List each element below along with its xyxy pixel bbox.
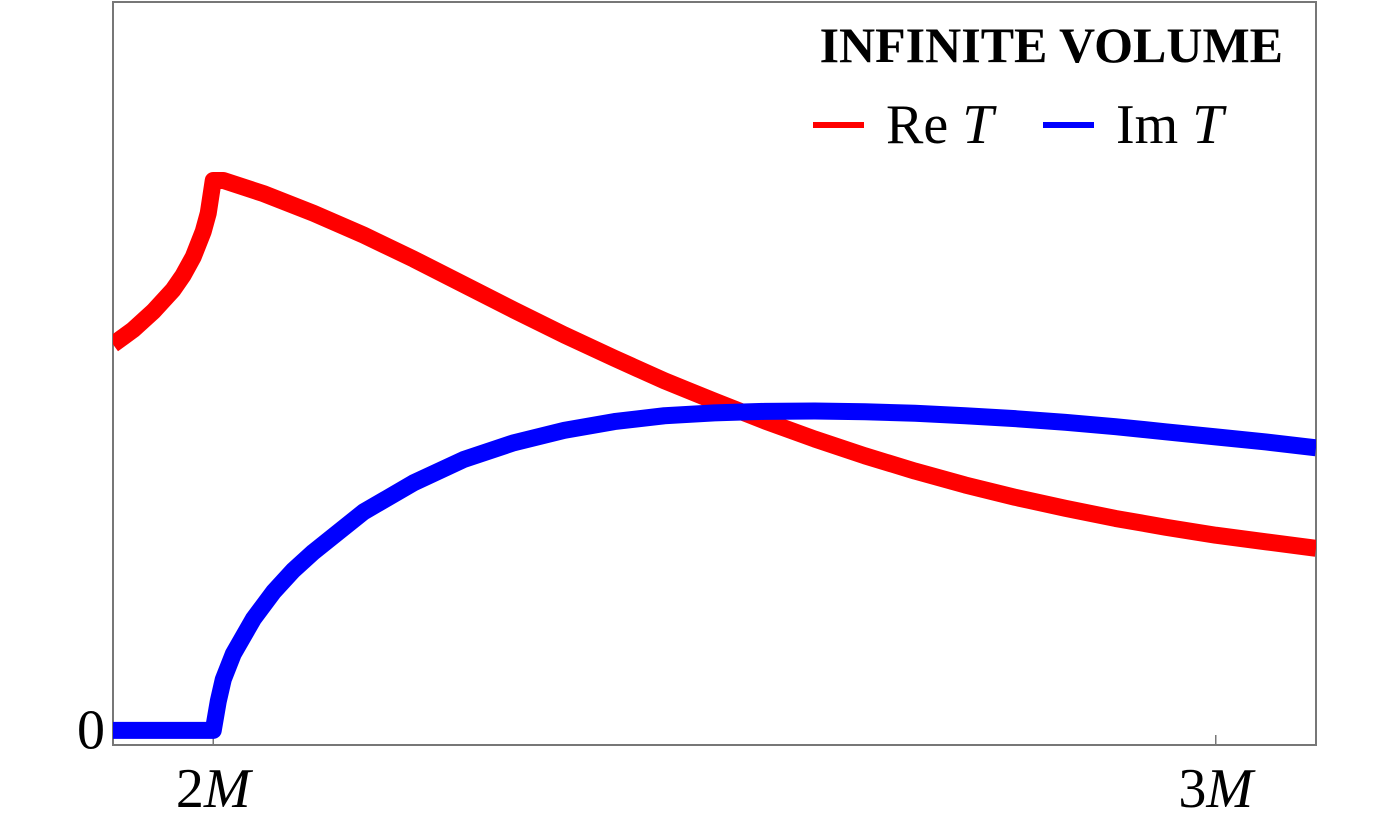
series-line-im-t: [113, 402, 1316, 739]
plot-frame: [112, 1, 1317, 746]
y-tick-label-0: 0: [77, 699, 105, 761]
x-tick-label-0: 2M: [176, 758, 254, 820]
legend-item-im-t: Im T: [1043, 94, 1227, 156]
legend-label: Im T: [1116, 94, 1227, 156]
legend-label: Re T: [886, 94, 997, 156]
series-line-re-t: [113, 171, 1316, 557]
legend-item-re-t: Re T: [813, 94, 997, 156]
legend: Re T Im T: [813, 94, 1227, 156]
x-tick-label-1: 3M: [1178, 758, 1256, 820]
chart-title: INFINITE VOLUME: [820, 17, 1283, 73]
ticks-layer: 2M 3M 0: [77, 699, 1256, 820]
series-layer: [113, 171, 1316, 739]
